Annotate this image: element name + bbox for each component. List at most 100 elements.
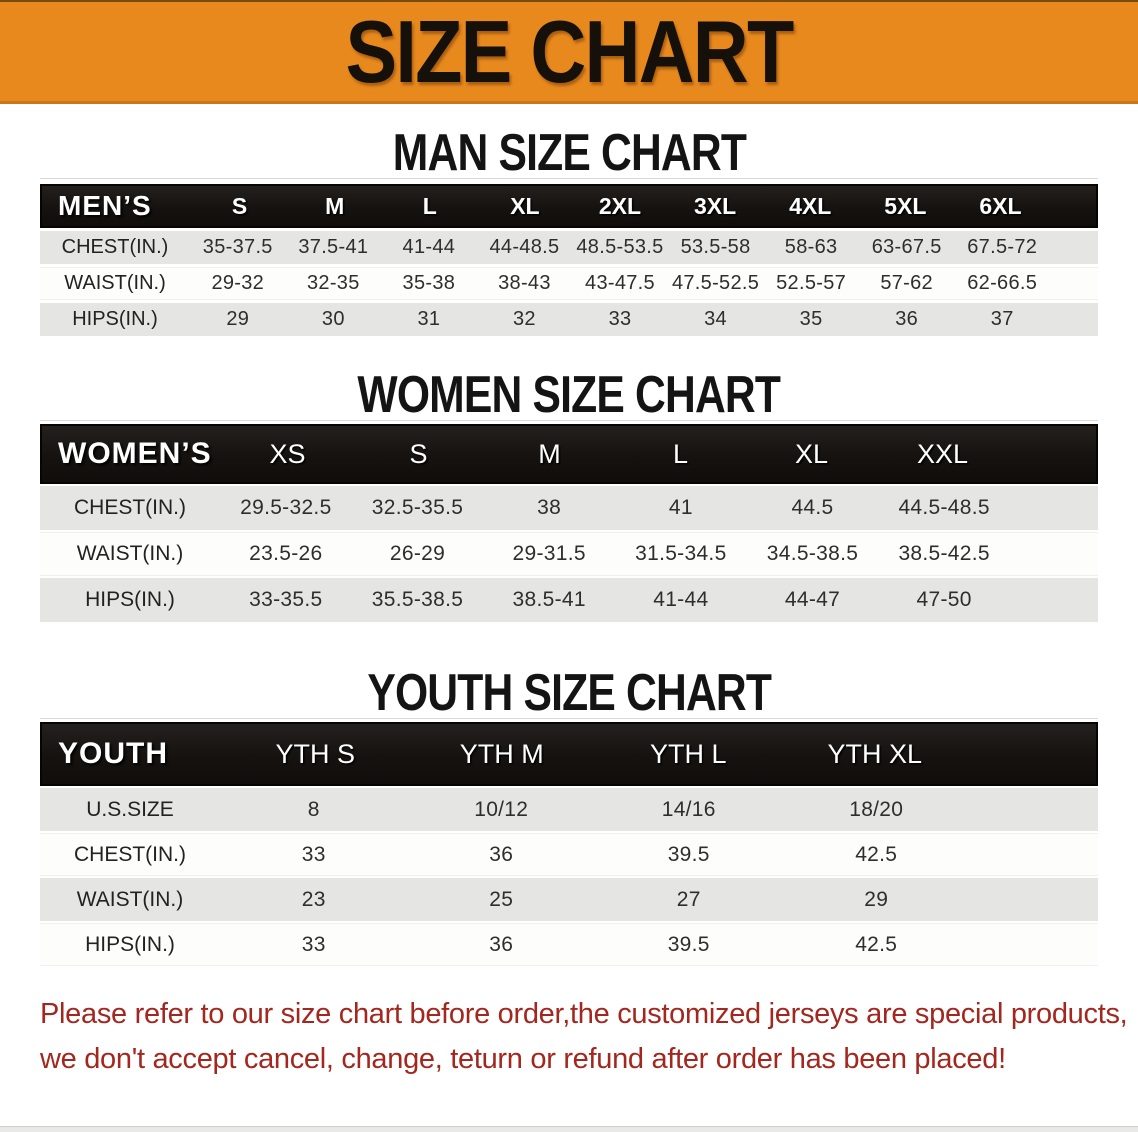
- value-cell: 25: [489, 887, 514, 911]
- size-chart-banner: SIZE CHART: [0, 0, 1138, 104]
- value-cell: 10/12: [474, 797, 529, 821]
- women-waist-row: WAIST(IN.) 23.5-26 26-29 29-31.5 31.5-34…: [40, 532, 1098, 576]
- value-cell: 35-37.5: [202, 236, 273, 258]
- value-cell: 52.5-57: [776, 272, 847, 294]
- value-cell: 33-35.5: [249, 588, 323, 611]
- value-cell: 8: [307, 797, 320, 821]
- value-cell: 34: [704, 308, 727, 330]
- value-cell: 30: [321, 308, 345, 330]
- value-cell: 38: [537, 496, 562, 519]
- youth-chest-row: CHEST(IN.) 33 36 39.5 42.5: [40, 833, 1098, 876]
- women-size-header: L: [672, 438, 689, 469]
- youth-size-header: YTH S: [275, 738, 355, 769]
- youth-group-label: YOUTH: [58, 737, 168, 770]
- banner-title: SIZE CHART: [345, 1, 794, 101]
- men-size-table: MEN’S S M L XL 2XL 3XL 4XL 5XL 6XL CHEST…: [40, 178, 1098, 336]
- value-cell: 38.5-41: [512, 588, 586, 611]
- value-cell: 27: [676, 887, 701, 911]
- men-size-header: L: [422, 192, 437, 219]
- men-size-header: 5XL: [884, 192, 927, 219]
- value-cell: 41: [668, 496, 693, 519]
- men-group-label: MEN’S: [58, 190, 152, 221]
- value-cell: 35: [799, 308, 823, 330]
- value-cell: 47-50: [916, 588, 972, 611]
- value-cell: 33: [608, 308, 632, 330]
- row-label: U.S.SIZE: [86, 797, 174, 821]
- men-chest-row: CHEST(IN.) 35-37.5 37.5-41 41-44 44-48.5…: [40, 231, 1098, 264]
- men-hips-row: HIPS(IN.) 29 30 31 32 33 34 35 36 37: [40, 303, 1098, 336]
- row-label: HIPS(IN.): [72, 308, 158, 330]
- value-cell: 14/16: [661, 797, 716, 821]
- youth-size-table: YOUTH YTH S YTH M YTH L YTH XL U.S.SIZE …: [40, 718, 1098, 966]
- row-label: WAIST(IN.): [76, 542, 184, 565]
- value-cell: 38.5-42.5: [898, 542, 990, 565]
- women-size-header: M: [538, 438, 561, 469]
- value-cell: 26-29: [389, 542, 446, 565]
- value-cell: 23.5-26: [249, 542, 323, 565]
- value-cell: 37: [990, 308, 1014, 330]
- value-cell: 31.5-34.5: [635, 542, 727, 565]
- value-cell: 44-48.5: [489, 236, 560, 258]
- youth-heading-text: YOUTH SIZE CHART: [367, 664, 772, 722]
- bottom-edge-line: [0, 1126, 1138, 1132]
- women-size-header: XS: [269, 438, 306, 469]
- women-hips-row: HIPS(IN.) 33-35.5 35.5-38.5 38.5-41 41-4…: [40, 578, 1098, 622]
- women-heading-text: WOMEN SIZE CHART: [357, 366, 782, 424]
- youth-waist-row: WAIST(IN.) 23 25 27 29: [40, 878, 1098, 921]
- value-cell: 29.5-32.5: [240, 496, 332, 519]
- row-label: WAIST(IN.): [64, 272, 166, 294]
- women-size-header: XXL: [916, 438, 969, 469]
- youth-size-header: YTH M: [459, 738, 544, 769]
- youth-hips-row: HIPS(IN.) 33 36 39.5 42.5: [40, 923, 1098, 966]
- value-cell: 63-67.5: [871, 236, 942, 258]
- value-cell: 34.5-38.5: [766, 542, 859, 565]
- men-heading-text: MAN SIZE CHART: [392, 124, 746, 182]
- value-cell: 44.5: [791, 496, 834, 519]
- value-cell: 33: [301, 842, 326, 866]
- value-cell: 29-31.5: [512, 542, 586, 565]
- value-cell: 35.5-38.5: [371, 588, 464, 611]
- women-group-label: WOMEN’S: [58, 437, 212, 470]
- women-chest-row: CHEST(IN.) 29.5-32.5 32.5-35.5 38 41 44.…: [40, 486, 1098, 530]
- women-table-header-row: WOMEN’S XS S M L XL XXL: [40, 424, 1098, 484]
- women-section-heading: WOMEN SIZE CHART: [0, 366, 1138, 424]
- disclaimer-line-2: we don't accept cancel, change, teturn o…: [40, 1043, 1006, 1075]
- women-size-table: WOMEN’S XS S M L XL XXL CHEST(IN.) 29.5-…: [40, 420, 1098, 622]
- row-label: CHEST(IN.): [74, 496, 186, 519]
- row-label: CHEST(IN.): [74, 842, 186, 866]
- value-cell: 44-47: [784, 588, 841, 611]
- value-cell: 33: [301, 932, 326, 956]
- value-cell: 42.5: [855, 842, 898, 866]
- value-cell: 42.5: [855, 932, 898, 956]
- youth-ussize-row: U.S.SIZE 8 10/12 14/16 18/20: [40, 788, 1098, 831]
- value-cell: 37.5-41: [298, 236, 369, 258]
- disclaimer-text: Please refer to our size chart before or…: [40, 992, 1128, 1082]
- value-cell: 18/20: [849, 797, 904, 821]
- women-size-header: S: [409, 438, 428, 469]
- value-cell: 62-66.5: [967, 272, 1038, 294]
- value-cell: 29: [864, 887, 889, 911]
- value-cell: 29-32: [211, 272, 265, 294]
- men-waist-row: WAIST(IN.) 29-32 32-35 35-38 38-43 43-47…: [40, 267, 1098, 300]
- men-size-header: M: [325, 192, 345, 219]
- value-cell: 36: [489, 842, 514, 866]
- value-cell: 47.5-52.5: [671, 272, 760, 294]
- men-size-header: 2XL: [598, 192, 642, 219]
- value-cell: 35-38: [402, 272, 456, 294]
- row-label: HIPS(IN.): [85, 932, 175, 956]
- row-label: WAIST(IN.): [76, 887, 184, 911]
- value-cell: 29: [226, 308, 250, 330]
- men-size-header: 3XL: [694, 192, 737, 219]
- disclaimer-line-1: Please refer to our size chart before or…: [40, 998, 1128, 1030]
- men-table-header-row: MEN’S S M L XL 2XL 3XL 4XL 5XL 6XL: [40, 184, 1098, 228]
- value-cell: 32: [513, 308, 536, 330]
- men-size-header: 6XL: [979, 192, 1022, 219]
- youth-section-heading: YOUTH SIZE CHART: [0, 664, 1138, 722]
- youth-size-header: YTH L: [649, 738, 727, 769]
- youth-size-header: YTH XL: [827, 738, 923, 769]
- value-cell: 58-63: [784, 236, 838, 258]
- value-cell: 67.5-72: [967, 236, 1038, 258]
- value-cell: 39.5: [667, 842, 710, 866]
- men-section-heading: MAN SIZE CHART: [0, 124, 1138, 182]
- value-cell: 23: [301, 887, 326, 911]
